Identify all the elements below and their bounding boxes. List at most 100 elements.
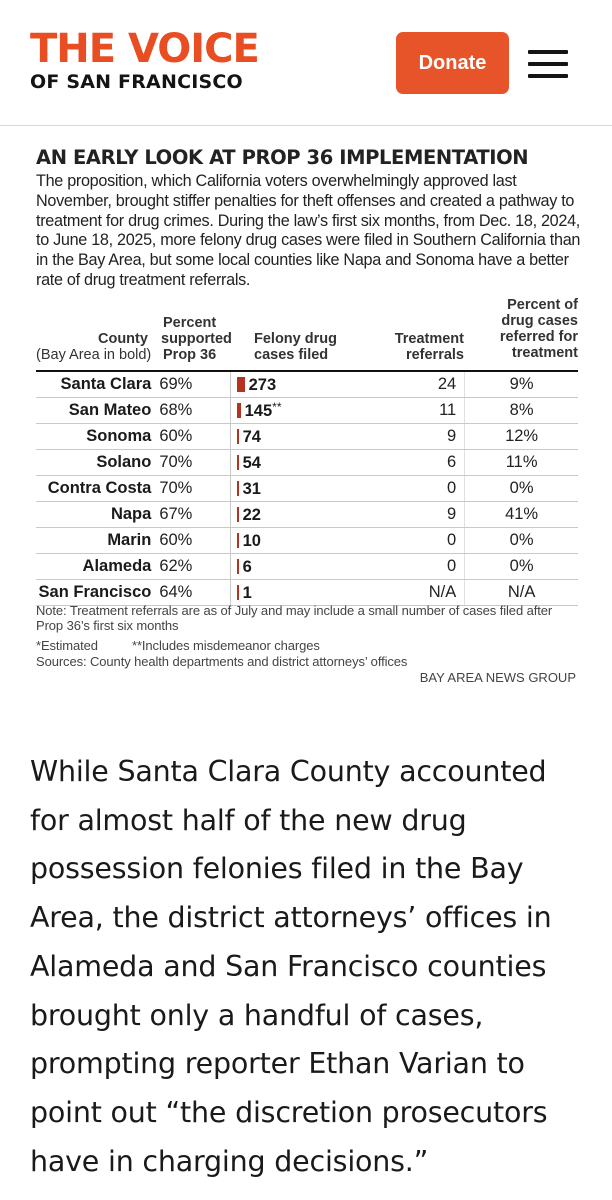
site-header: THE VOICE OF SAN FRANCISCO Donate: [0, 0, 612, 126]
table-row: San Mateo 68% 145** 11 8%: [36, 397, 578, 424]
felony-count: 273: [248, 375, 277, 394]
table-row: Alameda 62% 6 0 0%: [36, 553, 578, 580]
felony-cases-cell: 54: [229, 449, 372, 476]
felony-bar: [236, 506, 239, 522]
treatment-referrals: 9: [371, 501, 465, 528]
felony-bar: [236, 428, 239, 444]
treatment-referrals: 24: [371, 371, 465, 398]
county-name: San Mateo: [36, 397, 158, 424]
sources: Sources: County health departments and d…: [36, 654, 408, 669]
prop36-infographic: AN EARLY LOOK AT PROP 36 IMPLEMENTATION …: [30, 142, 582, 690]
felony-cases-cell: 74: [229, 423, 372, 450]
percent-supported: 70%: [157, 449, 231, 476]
county-name: Marin: [36, 527, 158, 554]
header-percent-2: supported: [161, 331, 232, 347]
felony-count: 54: [242, 453, 261, 472]
percent-supported: 70%: [157, 475, 231, 502]
header-county-sub: (Bay Area in bold): [36, 347, 152, 363]
felony-cases-cell: 273: [229, 371, 372, 398]
header-percent-1: Percent: [163, 315, 217, 331]
table-note: Note: Treatment referrals are as of July…: [36, 603, 553, 633]
referral-rate: 8%: [464, 397, 578, 424]
county-name: Solano: [36, 449, 158, 476]
felony-count: 1: [242, 583, 252, 602]
referral-rate: N/A: [464, 579, 578, 606]
header-felony-1: Felony drug: [254, 331, 337, 347]
table-row: Napa 67% 22 9 41%: [36, 501, 578, 528]
hamburger-menu-icon[interactable]: [528, 50, 570, 78]
footnote-misdemeanor: **Includes misdemeanor charges: [132, 638, 320, 653]
logo-subtitle: OF SAN FRANCISCO: [30, 71, 243, 93]
site-logo[interactable]: THE VOICE OF SAN FRANCISCO: [30, 26, 260, 94]
treatment-referrals: N/A: [371, 579, 465, 606]
county-name: Santa Clara: [36, 371, 158, 398]
data-table: Santa Clara 69% 273 24 9% San Mateo 68% 145** 11…: [36, 370, 578, 606]
percent-supported: 64%: [157, 579, 231, 606]
felony-bar: [236, 376, 245, 392]
treatment-referrals: 9: [371, 423, 465, 450]
treatment-referrals: 0: [371, 527, 465, 554]
graphic-title: AN EARLY LOOK AT PROP 36 IMPLEMENTATION: [36, 146, 529, 169]
county-name: Sonoma: [36, 423, 158, 450]
header-percent-3: Prop 36: [163, 347, 217, 363]
felony-count: 6: [242, 557, 252, 576]
percent-supported: 67%: [157, 501, 231, 528]
table-row: Sonoma 60% 74 9 12%: [36, 423, 578, 450]
referral-rate: 9%: [464, 371, 578, 398]
treatment-referrals: 6: [371, 449, 465, 476]
percent-supported: 60%: [157, 527, 231, 554]
felony-count: 145: [244, 401, 273, 420]
header-rate-3: referred for: [499, 329, 578, 345]
table-row: Contra Costa 70% 31 0 0%: [36, 475, 578, 502]
table-row: San Francisco 64% 1 N/A N/A: [36, 579, 578, 606]
percent-supported: 69%: [157, 371, 231, 398]
table-row: Santa Clara 69% 273 24 9%: [36, 371, 578, 398]
felony-bar: [236, 558, 239, 574]
header-rate-1: Percent of: [507, 297, 578, 313]
donate-button[interactable]: Donate: [396, 32, 509, 94]
table-row: Solano 70% 54 6 11%: [36, 449, 578, 476]
header-treatment-2: referrals: [405, 347, 464, 363]
referral-rate: 0%: [464, 475, 578, 502]
felony-footnote-mark: **: [272, 399, 282, 414]
graphic-credit: BAY AREA NEWS GROUP: [419, 670, 576, 685]
felony-bar: [236, 454, 239, 470]
graphic-description: The proposition, which California voters…: [36, 172, 581, 289]
percent-supported: 68%: [157, 397, 231, 424]
table-row: Marin 60% 10 0 0%: [36, 527, 578, 554]
header-county: County: [98, 331, 148, 347]
header-rate-4: treatment: [511, 345, 578, 361]
felony-count: 22: [242, 505, 261, 524]
header-rate-2: drug cases: [501, 313, 578, 329]
felony-cases-cell: 31: [229, 475, 372, 502]
felony-bar: [236, 402, 241, 418]
logo-title: THE VOICE: [30, 26, 260, 72]
referral-rate: 11%: [464, 449, 578, 476]
referral-rate: 12%: [464, 423, 578, 450]
felony-count: 10: [242, 531, 261, 550]
referral-rate: 0%: [464, 553, 578, 580]
referral-rate: 0%: [464, 527, 578, 554]
county-name: Napa: [36, 501, 158, 528]
header-felony-2: cases filed: [254, 347, 329, 363]
percent-supported: 62%: [157, 553, 231, 580]
treatment-referrals: 0: [371, 553, 465, 580]
felony-bar: [236, 584, 239, 600]
felony-cases-cell: 6: [229, 553, 372, 580]
header-treatment-1: Treatment: [394, 331, 464, 347]
treatment-referrals: 0: [371, 475, 465, 502]
felony-count: 31: [242, 479, 261, 498]
felony-count: 74: [242, 427, 261, 446]
county-name: San Francisco: [36, 579, 158, 606]
felony-cases-cell: 1: [229, 579, 372, 606]
felony-cases-cell: 22: [229, 501, 372, 528]
footnote-estimated: *Estimated: [36, 638, 98, 653]
county-name: Contra Costa: [36, 475, 158, 502]
percent-supported: 60%: [157, 423, 231, 450]
felony-cases-cell: 10: [229, 527, 372, 554]
referral-rate: 41%: [464, 501, 578, 528]
felony-bar: [236, 532, 239, 548]
felony-bar: [236, 480, 239, 496]
treatment-referrals: 11: [371, 397, 465, 424]
county-name: Alameda: [36, 553, 158, 580]
